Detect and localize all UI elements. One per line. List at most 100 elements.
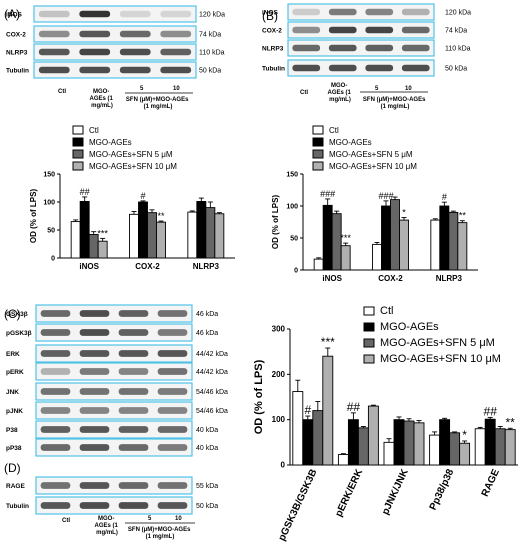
bar-cox-2-s3 — [399, 219, 409, 271]
blot-band — [118, 426, 149, 433]
blot-kda-label: 40 kDa — [196, 427, 218, 434]
bar-nlrp3-s2 — [448, 211, 459, 271]
blot-band — [157, 444, 188, 451]
blot-band — [40, 368, 71, 375]
bar-pgsk3b-gsk3b-s3 — [322, 355, 334, 466]
panel-a-bar-chart: Ctl MGO-AGEs MGO-AGEs+SFN 5 μM MGO-AGEs+SFN… — [29, 125, 235, 271]
blot-band — [40, 350, 71, 357]
bar-perk-erk-s1 — [347, 419, 359, 466]
blot-kda-label: 50 kDa — [445, 65, 467, 72]
blot-kda-label: 54/46 kDa — [196, 408, 228, 415]
bar-inos-s1 — [322, 204, 333, 271]
blot-band — [119, 66, 151, 74]
lane-label-sfn: SFN (μM)+MGO-AGEs (1 mg/mL) — [128, 527, 192, 540]
significance-mark: ## — [484, 404, 498, 418]
blot-band — [328, 8, 357, 16]
blot-band — [157, 482, 188, 489]
blot-band — [38, 10, 70, 18]
blot-label-cox-2: COX-2 — [6, 31, 26, 38]
y-tick-label: 100 — [43, 200, 55, 207]
blot-band — [157, 310, 188, 317]
lane-label-mgo-line1: MGO- — [331, 83, 347, 89]
blot-label-erk: ERK — [6, 351, 20, 358]
bar-pgsk3b-gsk3b-s0 — [292, 391, 304, 466]
blot-band — [79, 10, 111, 18]
blot-band — [119, 48, 151, 56]
lane-label-ctl: Ctl — [62, 518, 70, 524]
x-category-label: COX-2 — [135, 262, 160, 271]
blot-band — [119, 10, 151, 18]
blot-band — [79, 482, 110, 489]
bar-pp38-p38-s1 — [439, 419, 451, 466]
x-category-label: iNOS — [322, 274, 342, 283]
blot-frame — [287, 59, 435, 77]
blot-band — [401, 64, 430, 72]
bar-pjnk-jnk-s2 — [403, 420, 415, 466]
blot-band — [365, 8, 394, 16]
panel-b-label: (B) — [262, 9, 278, 23]
lane-label-sfn-line1: SFN (μM)+MGO-AGEs — [126, 97, 189, 103]
x-category-label: RAGE — [480, 467, 502, 498]
blot-band — [118, 388, 149, 395]
blot-band — [328, 64, 357, 72]
y-axis-label: OD (% of LPS) — [271, 195, 280, 250]
blot-label-jnk: JNK — [6, 389, 19, 396]
bar-cox-2-s2 — [147, 212, 157, 259]
blot-band — [401, 44, 430, 52]
x-category-label: pJNK/JNK — [380, 467, 411, 517]
blot-band — [40, 426, 71, 433]
lane-label-sfn-line1: SFN (μM)+MGO-AGEs — [363, 97, 426, 103]
blot-frame — [33, 43, 197, 61]
blot-band — [40, 329, 71, 336]
blot-band — [157, 426, 188, 433]
significance-mark: ### — [320, 189, 335, 199]
bar-nlrp3-s3 — [457, 222, 468, 271]
blot-frame — [287, 39, 435, 57]
x-category-label: NLRP3 — [436, 274, 463, 283]
significance-mark: * — [402, 208, 406, 218]
blot-band — [118, 310, 149, 317]
lane-label-dose5: 5 — [148, 516, 152, 522]
blot-kda-label: 110 kDa — [199, 49, 225, 56]
y-tick-label: 150 — [286, 172, 298, 179]
bar-perk-erk-s0 — [337, 454, 349, 466]
y-tick-label: 100 — [286, 204, 298, 211]
lane-label-sfn-line2: (1 mg/mL) — [146, 534, 175, 540]
blot-band — [118, 350, 149, 357]
blot-kda-label: 74 kDa — [199, 31, 221, 38]
blot-frame — [35, 420, 193, 439]
lane-label-mgo-line2: AGEs (1 — [327, 90, 351, 96]
lane-label-dose10: 10 — [175, 516, 182, 522]
blot-band — [40, 310, 71, 317]
blot-label-perk: pERK — [6, 369, 24, 376]
blot-frame — [287, 21, 435, 39]
blot-band — [157, 368, 188, 375]
legend-swatch-3 — [363, 354, 375, 364]
bar-nlrp3-s3 — [214, 213, 225, 259]
blot-band — [157, 407, 188, 414]
lane-label-sfn-line2: (1 mg/mL) — [144, 104, 173, 110]
blot-band — [79, 329, 110, 336]
legend-label-0: Ctl — [329, 126, 339, 135]
blot-label-pgsk3β: pGSK3β — [6, 330, 32, 337]
blot-band — [79, 502, 110, 509]
blot-band — [40, 444, 71, 451]
lane-label-mgo-line3: mg/mL) — [96, 530, 118, 536]
legend-label-1: MGO-AGEs — [89, 138, 132, 147]
blot-band — [118, 329, 149, 336]
panel-b-lane-labels: Ctl MGO- AGEs (1 mg/mL) 5 10 SFN (μM)+MG… — [300, 83, 428, 110]
bar-cox-2-s1 — [381, 205, 391, 271]
blot-band — [40, 482, 71, 489]
blot-kda-label: 110 kDa — [445, 45, 471, 52]
blot-label-p38: P38 — [6, 427, 18, 434]
blot-band — [292, 8, 321, 16]
blot-band — [328, 44, 357, 52]
blot-frame — [35, 304, 193, 323]
bar-inos-s1 — [79, 200, 90, 259]
blot-band — [160, 66, 192, 74]
blot-band — [38, 48, 70, 56]
legend-swatch-1 — [312, 137, 324, 147]
x-category-label: iNOS — [79, 262, 99, 271]
blot-band — [118, 444, 149, 451]
panel-c-label: (C) — [4, 307, 21, 321]
